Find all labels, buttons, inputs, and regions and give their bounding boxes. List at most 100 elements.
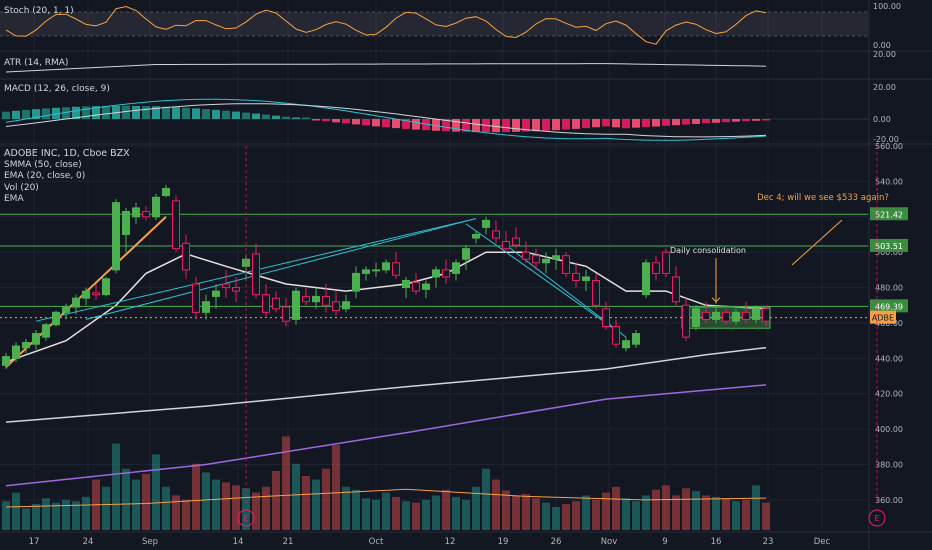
question-note: Dec 4; will we see $533 again? xyxy=(757,193,889,203)
volume-bar xyxy=(412,502,420,530)
candle-body xyxy=(192,283,200,313)
level-label: 521.42 xyxy=(875,210,903,219)
annotation-arrowhead xyxy=(711,297,721,303)
macd-histogram-bar xyxy=(632,119,640,128)
macd-histogram-bar xyxy=(692,119,700,124)
level-badge xyxy=(870,207,908,221)
volume-bar xyxy=(562,504,570,530)
x-tick-label: 14 xyxy=(233,537,244,547)
volume-bar xyxy=(42,498,50,530)
volume-bar xyxy=(452,496,460,530)
candle-body xyxy=(672,276,680,303)
macd-histogram-bar xyxy=(82,106,90,119)
candle-body xyxy=(732,311,740,322)
candle-body xyxy=(292,290,300,320)
volume-bar xyxy=(752,485,760,530)
stoch-label: Stoch (20, 1, 1) xyxy=(4,6,74,16)
candle-body xyxy=(382,262,390,271)
candle-body xyxy=(422,283,430,290)
volume-bar xyxy=(462,499,470,530)
atr-tick: 20.00 xyxy=(873,50,896,59)
macd-histogram-bar xyxy=(102,105,110,119)
stoch-line xyxy=(5,5,767,45)
level-badge xyxy=(870,299,908,313)
volume-bar xyxy=(712,496,720,530)
candle-body xyxy=(102,278,110,296)
volume-bar xyxy=(342,486,350,530)
chart-legend: ADOBE INC, 1D, Cboe BZX SMMA (50, close)… xyxy=(4,148,130,206)
macd-histogram-bar xyxy=(162,106,170,119)
volume-bar xyxy=(112,443,120,530)
candle-body xyxy=(702,311,710,320)
macd-histogram-bar xyxy=(742,119,750,122)
volume-bar xyxy=(402,501,410,530)
y-tick-label: 360.00 xyxy=(875,496,903,505)
volume-bar xyxy=(482,468,490,530)
volume-bar xyxy=(682,488,690,530)
x-tick-label: 9 xyxy=(662,537,667,547)
smma-legend: SMMA (50, close) xyxy=(4,159,82,170)
candle-body xyxy=(632,333,640,345)
atr-line xyxy=(5,63,767,73)
volume-bar xyxy=(432,495,440,530)
macd-histogram-bar xyxy=(252,113,260,119)
candle-body xyxy=(342,301,350,310)
candle-body xyxy=(642,262,650,296)
candle-body xyxy=(742,311,750,320)
x-tick-label: 16 xyxy=(711,537,722,547)
candle-body xyxy=(112,202,120,271)
volume-bar xyxy=(382,492,390,530)
candle-body xyxy=(542,258,550,264)
candle-body xyxy=(332,301,340,312)
volume-bar xyxy=(622,498,630,530)
macd-histogram-bar xyxy=(362,119,370,126)
stoch-tick: 100.00 xyxy=(873,2,901,11)
candle-body xyxy=(82,290,90,299)
volume-bar xyxy=(582,495,590,530)
stoch-tick: 0.00 xyxy=(873,41,891,50)
macd-histogram-bar xyxy=(62,107,70,119)
event-marker-label: E xyxy=(874,514,879,523)
y-tick-label: 380.00 xyxy=(875,461,903,470)
volume-bar xyxy=(522,494,530,530)
macd-histogram-bar xyxy=(172,107,180,119)
candle-body xyxy=(402,279,410,289)
candle-body xyxy=(22,341,30,349)
macd-histogram-bar xyxy=(402,119,410,129)
event-marker-label: E xyxy=(243,514,248,523)
volume-bar xyxy=(702,495,710,530)
candle-body xyxy=(252,253,260,296)
macd-histogram-bar xyxy=(72,106,80,119)
volume-bar xyxy=(252,492,260,530)
macd-histogram-bar xyxy=(562,119,570,130)
macd-histogram-bar xyxy=(752,119,760,121)
candle-body xyxy=(432,269,440,278)
macd-histogram-bar xyxy=(292,117,300,119)
volume-bar xyxy=(532,498,540,530)
volume-bar xyxy=(222,482,230,530)
macd-label: MACD (12, 26, close, 9) xyxy=(4,84,110,94)
volume-bar xyxy=(542,502,550,530)
macd-histogram-bar xyxy=(512,119,520,132)
macd-histogram-bar xyxy=(452,119,460,132)
volume-bar xyxy=(332,445,340,530)
candle-body xyxy=(412,281,420,292)
event-marker xyxy=(237,509,255,527)
candle-body xyxy=(152,196,160,218)
volume-bar xyxy=(762,502,770,530)
macd-histogram-bar xyxy=(262,114,270,119)
candle-body xyxy=(182,242,190,271)
candle-body xyxy=(652,262,660,274)
macd-histogram-bar xyxy=(282,116,290,119)
macd-histogram-bar xyxy=(462,119,470,132)
level-label: 503.51 xyxy=(875,242,903,251)
macd-histogram-bar xyxy=(212,109,220,119)
macd-histogram-bar xyxy=(722,119,730,123)
y-tick-label: 540.00 xyxy=(875,177,903,186)
candle-body xyxy=(472,233,480,239)
macd-histogram-bar xyxy=(582,119,590,129)
candle-body xyxy=(442,269,450,278)
volume-ma-line xyxy=(5,488,767,508)
